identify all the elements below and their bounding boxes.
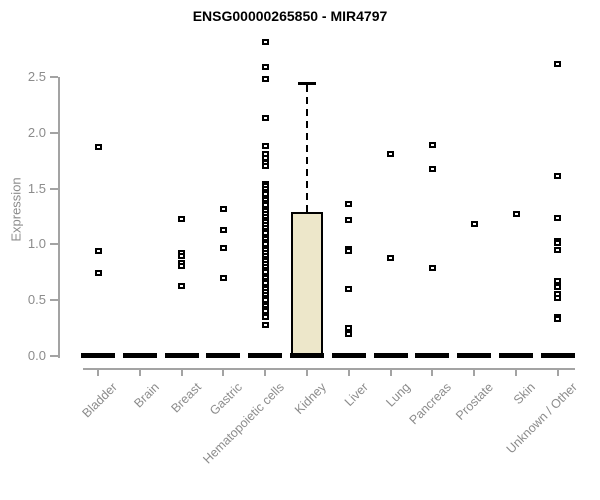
y-axis-tick: [50, 76, 58, 78]
y-axis-tick: [50, 243, 58, 246]
y-axis-tick: [50, 131, 58, 134]
median-line: [164, 353, 199, 358]
whisker-line: [306, 84, 308, 213]
x-axis-tick: [138, 368, 141, 376]
data-point: [554, 316, 562, 323]
y-axis-tick-label: 2.5: [27, 69, 46, 84]
median-line: [457, 353, 492, 358]
x-axis-tick: [264, 368, 267, 376]
data-point: [261, 321, 269, 328]
y-axis-tick-label: 2.0: [27, 124, 46, 140]
data-point: [261, 115, 269, 122]
data-point: [94, 270, 102, 277]
x-axis-tick: [347, 368, 350, 376]
y-axis-tick-label: 0.0: [27, 348, 46, 363]
x-axis-tick: [97, 368, 99, 376]
data-point: [554, 173, 562, 180]
x-axis-tick: [222, 368, 225, 376]
data-point: [219, 274, 227, 281]
data-point: [554, 60, 562, 67]
median-line: [499, 353, 533, 358]
data-point: [387, 151, 395, 157]
data-point: [345, 325, 353, 332]
y-axis-line: [57, 77, 60, 358]
data-point: [94, 144, 102, 151]
x-axis-tick: [515, 368, 517, 376]
data-point: [261, 76, 269, 83]
data-point: [261, 313, 269, 320]
y-axis-tick-label: 1.5: [27, 180, 46, 196]
data-point: [554, 240, 562, 247]
data-point: [219, 244, 227, 251]
data-point: [345, 201, 353, 208]
data-point: [219, 205, 227, 212]
x-axis-tick: [431, 368, 434, 376]
data-point: [512, 211, 520, 218]
data-point: [428, 142, 436, 149]
x-axis-tick: [180, 368, 183, 376]
data-point: [428, 165, 436, 172]
y-axis-tick: [50, 187, 58, 190]
data-point: [345, 286, 353, 293]
data-point: [554, 214, 562, 221]
data-point: [554, 246, 562, 253]
median-line: [81, 353, 115, 358]
x-axis-tick: [556, 368, 559, 376]
x-axis-tick: [306, 368, 308, 376]
y-axis-tick: [50, 355, 58, 357]
data-point: [261, 63, 269, 70]
y-axis-label: Expression: [8, 177, 24, 242]
data-point: [178, 282, 186, 289]
data-point: [387, 254, 395, 261]
box: [291, 212, 323, 358]
median-line: [248, 353, 283, 358]
data-point: [470, 221, 478, 228]
x-axis-tick: [389, 368, 392, 376]
data-point: [554, 278, 562, 285]
y-axis-tick-label: 0.5: [27, 292, 46, 308]
median-line: [373, 353, 408, 358]
chart-title: ENSG00000265850 - MIR4797: [192, 8, 388, 24]
whisker-cap: [298, 81, 316, 85]
data-point: [94, 248, 102, 255]
data-point: [554, 294, 562, 301]
y-axis-tick-label: 1.0: [27, 236, 46, 252]
median-line: [415, 353, 450, 358]
median-line: [122, 353, 157, 358]
data-point: [345, 330, 353, 337]
data-point: [261, 143, 269, 150]
median-line: [540, 353, 575, 358]
data-point: [219, 226, 227, 233]
median-line: [290, 353, 324, 358]
x-axis-tick: [473, 368, 476, 376]
data-point: [261, 39, 269, 46]
data-point: [178, 252, 186, 259]
data-point: [261, 163, 269, 170]
median-line: [206, 353, 241, 358]
data-point: [178, 215, 186, 222]
data-point: [554, 283, 562, 290]
median-line: [331, 353, 366, 358]
y-axis-tick: [50, 299, 58, 302]
data-point: [345, 216, 353, 223]
data-point: [345, 248, 353, 255]
data-point: [428, 264, 436, 271]
x-axis-line: [83, 368, 575, 370]
data-point: [178, 262, 186, 269]
